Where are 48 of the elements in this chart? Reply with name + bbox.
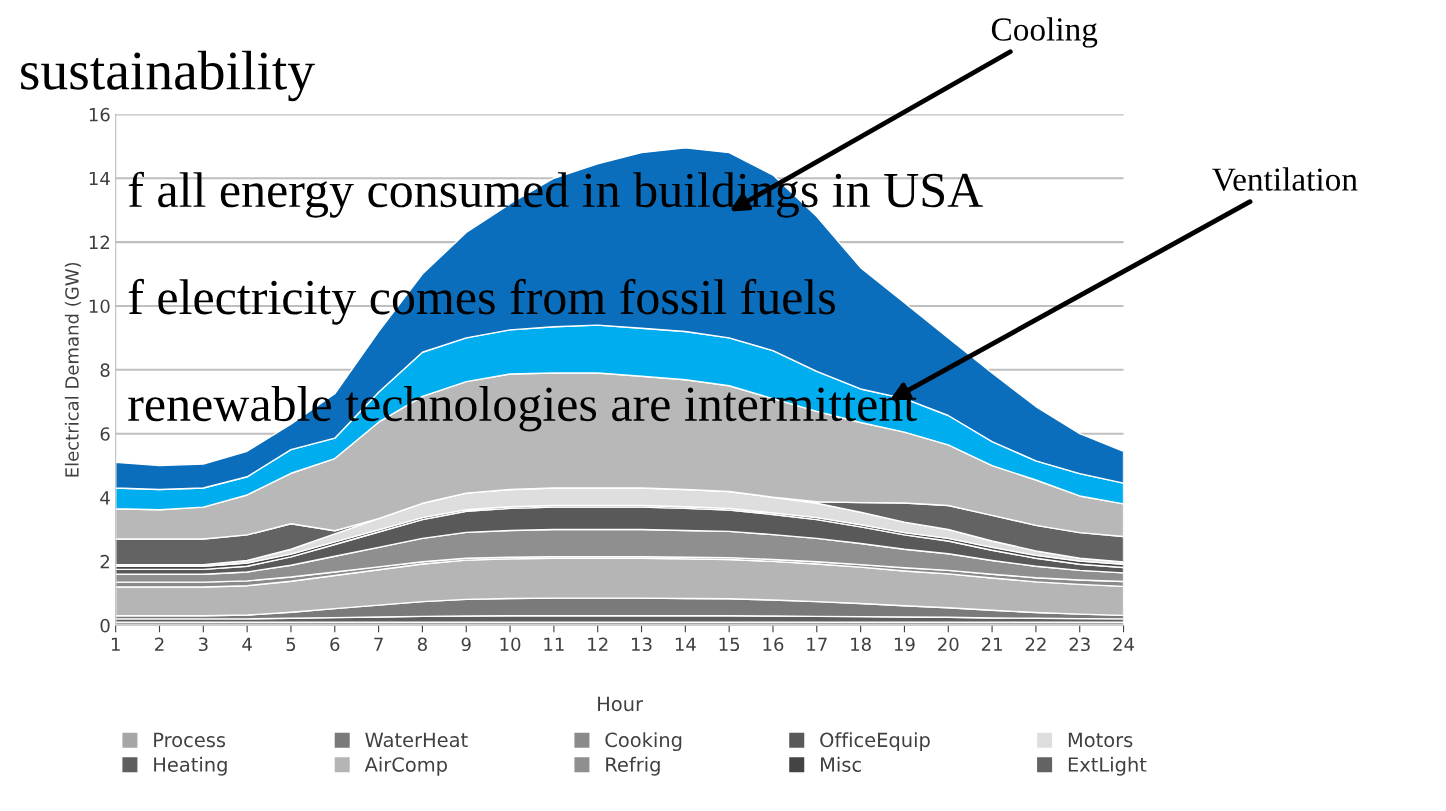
x-tick-label: 4: [242, 637, 252, 651]
y-tick-label: 2: [100, 554, 110, 569]
x-tick-label: 8: [417, 637, 427, 652]
x-tick-label: 14: [675, 637, 696, 651]
legend-label: Cooking: [605, 732, 682, 752]
y-tick-label: 16: [89, 107, 110, 122]
x-axis-title: Hour: [598, 696, 644, 712]
y-tick-label: 12: [89, 235, 110, 249]
legend-label: ExtLight: [1068, 756, 1147, 776]
chart-title: sustainability: [21, 50, 315, 102]
legend-label: Process: [154, 732, 226, 748]
x-tick-label: 18: [851, 637, 871, 652]
y-tick-label: 0: [100, 618, 110, 633]
x-tick-label: 20: [938, 637, 959, 652]
legend-label: Motors: [1068, 732, 1133, 748]
x-tick-label: 12: [588, 637, 608, 651]
y-tick-label: 10: [89, 299, 110, 314]
x-tick-label: 7: [374, 637, 383, 651]
x-tick-label: 9: [461, 637, 471, 652]
x-tick-label: 15: [719, 637, 740, 652]
x-tick-label: 13: [632, 637, 652, 652]
x-tick-label: 10: [500, 637, 521, 652]
legend-label: WaterHeat: [365, 732, 468, 748]
y-tick-label: 4: [100, 491, 110, 505]
legend-label: AirComp: [364, 756, 447, 776]
text: Cooling: [991, 17, 1098, 48]
legend-label: OfficeEquip: [820, 732, 930, 752]
x-tick-label: 3: [198, 637, 208, 652]
y-axis-title: Electrical Demand (GW): [64, 262, 81, 477]
x-tick-label: 24: [1113, 637, 1135, 651]
x-tick-label: 2: [155, 637, 164, 651]
x-tick-label: 16: [763, 637, 784, 652]
y-tick-label: 6: [100, 427, 110, 441]
x-tick-label: 11: [544, 637, 564, 651]
legend-label: Heating: [154, 756, 227, 776]
y-tick-label: 14: [89, 171, 110, 186]
x-tick-label: 5: [286, 637, 296, 652]
x-tick-label: 23: [1069, 637, 1090, 652]
text: Ventilation: [1212, 167, 1358, 191]
x-tick-label: 1: [111, 637, 120, 651]
legend-label: Refrig: [606, 756, 660, 776]
x-tick-label: 21: [981, 637, 1002, 651]
y-tick-label: 8: [100, 363, 110, 377]
x-tick-label: 22: [1025, 637, 1046, 651]
x-tick-label: 6: [330, 637, 340, 652]
x-tick-label: 19: [894, 637, 915, 652]
x-tick-label: 17: [807, 637, 827, 651]
legend-label: Misc: [821, 756, 861, 772]
